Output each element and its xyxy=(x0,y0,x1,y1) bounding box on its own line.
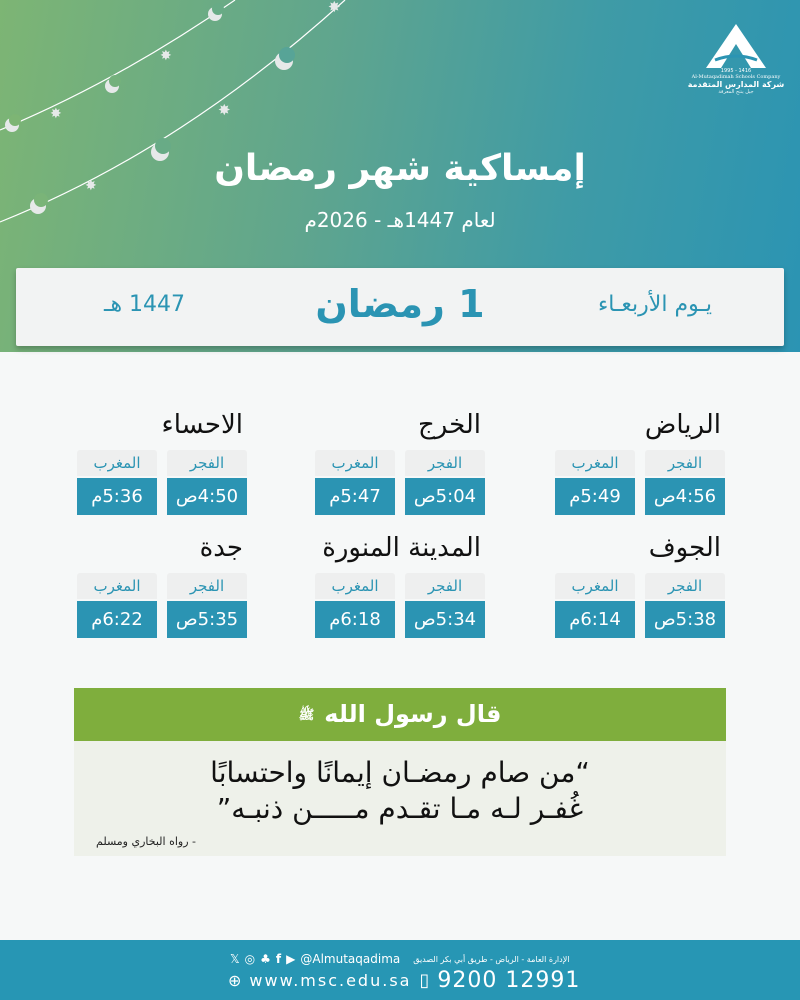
crescent-icon xyxy=(5,114,21,132)
website-link[interactable]: www.msc.edu.sa xyxy=(249,971,412,990)
fajr-card: الفجر 5:35ص xyxy=(167,573,247,638)
city-block: الاحساء الفجر 4:50ص المغرب 5:36م xyxy=(75,410,247,515)
crescent-icon xyxy=(30,193,48,214)
maghrib-time: 5:47م xyxy=(315,478,395,515)
social-handle[interactable]: @Almutaqadima xyxy=(300,952,401,966)
hijri-year: 1447 هـ xyxy=(104,292,186,317)
youtube-icon[interactable]: ▶ xyxy=(286,952,296,966)
crescent-icon xyxy=(275,47,295,70)
hadith-source: - رواه البخاري ومسلم xyxy=(96,835,196,848)
city-name: جدة xyxy=(199,533,243,563)
hadith-box: قال رسول اللهﷺ “من صام رمضـان إيمانًا وا… xyxy=(74,688,726,856)
crescent-icon xyxy=(151,138,171,161)
city-name: الرياض xyxy=(644,410,721,440)
fajr-time: 5:38ص xyxy=(645,601,725,638)
phone-number[interactable]: 9200 12991 xyxy=(437,968,581,993)
page-title: إمساكية شهر رمضان xyxy=(214,148,586,189)
city-name: الاحساء xyxy=(161,410,243,440)
city-name: الجوف xyxy=(648,533,721,563)
x-icon[interactable]: 𝕏 xyxy=(230,952,240,966)
logo-mark-icon xyxy=(706,24,766,68)
fajr-time: 5:35ص xyxy=(167,601,247,638)
snapchat-icon[interactable]: ♣ xyxy=(260,952,271,966)
honorific: ﷺ xyxy=(298,707,315,723)
maghrib-time: 6:22م xyxy=(77,601,157,638)
star-icon: ✸ xyxy=(50,106,62,122)
fajr-card: الفجر 4:50ص xyxy=(167,450,247,515)
hadith-heading: قال رسول اللهﷺ xyxy=(74,688,726,741)
fajr-time: 4:50ص xyxy=(167,478,247,515)
star-icon: ✸ xyxy=(85,178,97,194)
page-subtitle: لعام 1447هـ - 2026م xyxy=(304,208,496,232)
city-block: المدينة المنورة الفجر 5:34ص المغرب 6:18م xyxy=(313,533,485,638)
fajr-card: الفجر 5:34ص xyxy=(405,573,485,638)
globe-icon: ⊕ xyxy=(228,971,242,990)
star-icon: ✸ xyxy=(328,0,341,16)
city-block: جدة الفجر 5:35ص المغرب 6:22م xyxy=(75,533,247,638)
maghrib-time: 6:18م xyxy=(315,601,395,638)
maghrib-card: المغرب 5:49م xyxy=(555,450,635,515)
fajr-card: الفجر 5:38ص xyxy=(645,573,725,638)
fajr-card: الفجر 4:56ص xyxy=(645,450,725,515)
city-name: المدينة المنورة xyxy=(322,533,481,563)
ramadan-date: 1 رمضان xyxy=(315,282,485,326)
address: الإدارة العامة - الرياض - طريق أبي بكر ا… xyxy=(413,954,570,964)
phone-icon: ▯ xyxy=(419,970,430,991)
crescent-icon xyxy=(105,75,121,93)
header-banner: ✸ ✸ ✸ ✸ ✸ 1995 - 1416 Al-Mutaqadimah Sch… xyxy=(0,0,800,352)
city-block: الرياض الفجر 4:56ص المغرب 5:49م xyxy=(553,410,725,515)
city-block: الخرج الفجر 5:04ص المغرب 5:47م xyxy=(313,410,485,515)
facebook-icon[interactable]: f xyxy=(275,952,282,966)
fajr-time: 4:56ص xyxy=(645,478,725,515)
maghrib-time: 5:36م xyxy=(77,478,157,515)
hadith-text: “من صام رمضـان إيمانًا واحتسابًا غُفـر ل… xyxy=(210,756,590,825)
city-name: الخرج xyxy=(417,410,481,440)
fajr-time: 5:34ص xyxy=(405,601,485,638)
star-icon: ✸ xyxy=(160,48,172,64)
crescent-icon xyxy=(208,3,224,21)
maghrib-card: المغرب 6:18م xyxy=(315,573,395,638)
maghrib-card: المغرب 5:47م xyxy=(315,450,395,515)
maghrib-card: المغرب 6:14م xyxy=(555,573,635,638)
city-block: الجوف الفجر 5:38ص المغرب 6:14م xyxy=(553,533,725,638)
maghrib-time: 6:14م xyxy=(555,601,635,638)
star-icon: ✸ xyxy=(218,101,231,119)
instagram-icon[interactable]: ◎ xyxy=(244,952,256,966)
fajr-time: 5:04ص xyxy=(405,478,485,515)
day-bar: يـوم الأربعـاء 1 رمضان 1447 هـ xyxy=(16,268,784,346)
footer: 𝕏 ◎ ♣ f ▶ @Almutaqadima الإدارة العامة -… xyxy=(0,940,800,1000)
maghrib-card: المغرب 6:22م xyxy=(77,573,157,638)
maghrib-card: المغرب 5:36م xyxy=(77,450,157,515)
ramadan-decoration: ✸ ✸ ✸ ✸ ✸ xyxy=(0,0,346,223)
weekday: يـوم الأربعـاء xyxy=(597,292,712,317)
company-logo: 1995 - 1416 Al-Mutaqadimah Schools Compa… xyxy=(686,22,786,95)
maghrib-time: 5:49م xyxy=(555,478,635,515)
fajr-card: الفجر 5:04ص xyxy=(405,450,485,515)
